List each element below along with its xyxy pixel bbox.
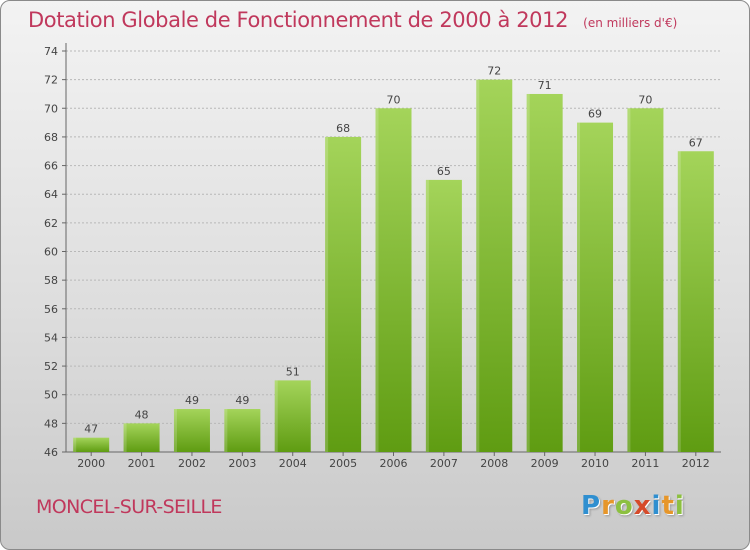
x-tick-label: 2004 bbox=[279, 457, 307, 470]
x-tick-label: 2012 bbox=[682, 457, 710, 470]
data-label: 69 bbox=[588, 108, 602, 121]
bar-highlight bbox=[425, 179, 429, 452]
x-tick-label: 2011 bbox=[631, 457, 659, 470]
data-label: 70 bbox=[387, 93, 401, 106]
x-tick-label: 2002 bbox=[178, 457, 206, 470]
bar-2012[interactable] bbox=[677, 151, 714, 452]
bar-2009[interactable] bbox=[526, 93, 563, 452]
bar-highlight bbox=[224, 409, 228, 452]
y-tick-label: 66 bbox=[44, 160, 58, 173]
y-tick-label: 48 bbox=[44, 417, 58, 430]
proxiti-logo[interactable]: Proxiti bbox=[581, 491, 685, 521]
bar-highlight bbox=[325, 136, 329, 452]
logo-letter: i bbox=[651, 491, 662, 521]
bar-2010[interactable] bbox=[577, 122, 614, 452]
data-labels: 47 48 49 49 51 68 70 65 72 71 69 70 67 bbox=[84, 65, 703, 436]
x-tick-label: 2010 bbox=[581, 457, 609, 470]
y-tick-label: 70 bbox=[44, 102, 58, 115]
data-label: 51 bbox=[286, 365, 300, 378]
bar-2008[interactable] bbox=[476, 79, 513, 453]
bars bbox=[73, 79, 714, 453]
y-tick-label: 50 bbox=[44, 389, 58, 402]
commune-name: MONCEL-SUR-SEILLE bbox=[36, 496, 222, 518]
y-tick-label: 56 bbox=[44, 303, 58, 316]
x-tick-label: 2005 bbox=[329, 457, 357, 470]
y-tick-label: 68 bbox=[44, 131, 58, 144]
y-tick-label: 72 bbox=[44, 74, 58, 87]
bar-highlight bbox=[123, 423, 127, 452]
y-tick-label: 58 bbox=[44, 274, 58, 287]
y-tick-label: 52 bbox=[44, 360, 58, 373]
logo-letter: P bbox=[581, 491, 602, 521]
data-label: 49 bbox=[185, 394, 199, 407]
bar-2005[interactable] bbox=[325, 136, 362, 452]
logo-letter: x bbox=[633, 491, 652, 521]
bar-highlight bbox=[526, 93, 530, 452]
bar-highlight bbox=[476, 79, 480, 453]
data-label: 70 bbox=[638, 93, 652, 106]
bar-2004[interactable] bbox=[274, 380, 311, 452]
x-tick-label: 2003 bbox=[228, 457, 256, 470]
data-label: 72 bbox=[487, 65, 501, 78]
bar-highlight bbox=[577, 122, 581, 452]
data-label: 67 bbox=[689, 136, 703, 149]
bar-2001[interactable] bbox=[123, 423, 160, 452]
y-tick-label: 60 bbox=[44, 246, 58, 259]
bar-highlight bbox=[73, 437, 77, 452]
bar-highlight bbox=[173, 409, 177, 452]
bar-2003[interactable] bbox=[224, 409, 261, 452]
data-label: 71 bbox=[538, 79, 552, 92]
data-label: 49 bbox=[235, 394, 249, 407]
bar-2011[interactable] bbox=[627, 108, 664, 453]
x-tick-label: 2009 bbox=[531, 457, 559, 470]
x-tick-label: 2001 bbox=[128, 457, 156, 470]
data-label: 65 bbox=[437, 165, 451, 178]
x-tick-label: 2007 bbox=[430, 457, 458, 470]
data-label: 48 bbox=[135, 408, 149, 421]
logo-letter: i bbox=[674, 491, 685, 521]
x-tick-label: 2006 bbox=[380, 457, 408, 470]
bar-2000[interactable] bbox=[73, 437, 110, 452]
data-label: 47 bbox=[84, 423, 98, 436]
data-label: 68 bbox=[336, 122, 350, 135]
logo-letter: r bbox=[601, 491, 615, 521]
logo-letter: o bbox=[614, 491, 634, 521]
y-tick-label: 54 bbox=[44, 331, 58, 344]
bar-2007[interactable] bbox=[425, 179, 462, 452]
chart-title: Dotation Globale de Fonctionnement de 20… bbox=[28, 8, 569, 32]
chart-unit: (en milliers d'€) bbox=[583, 16, 678, 30]
bar-highlight bbox=[677, 151, 681, 452]
y-tick-label: 46 bbox=[44, 446, 58, 459]
title-row: Dotation Globale de Fonctionnement de 20… bbox=[28, 8, 677, 32]
bar-2006[interactable] bbox=[375, 108, 412, 453]
y-tick-label: 64 bbox=[44, 188, 58, 201]
y-tick-label: 74 bbox=[44, 45, 58, 58]
x-tick-label: 2008 bbox=[480, 457, 508, 470]
logo-letter: t bbox=[661, 491, 675, 521]
bar-highlight bbox=[274, 380, 278, 452]
bar-highlight bbox=[375, 108, 379, 453]
bar-highlight bbox=[627, 108, 631, 453]
y-tick-label: 62 bbox=[44, 217, 58, 230]
bar-2002[interactable] bbox=[173, 409, 210, 452]
x-tick-label: 2000 bbox=[77, 457, 105, 470]
